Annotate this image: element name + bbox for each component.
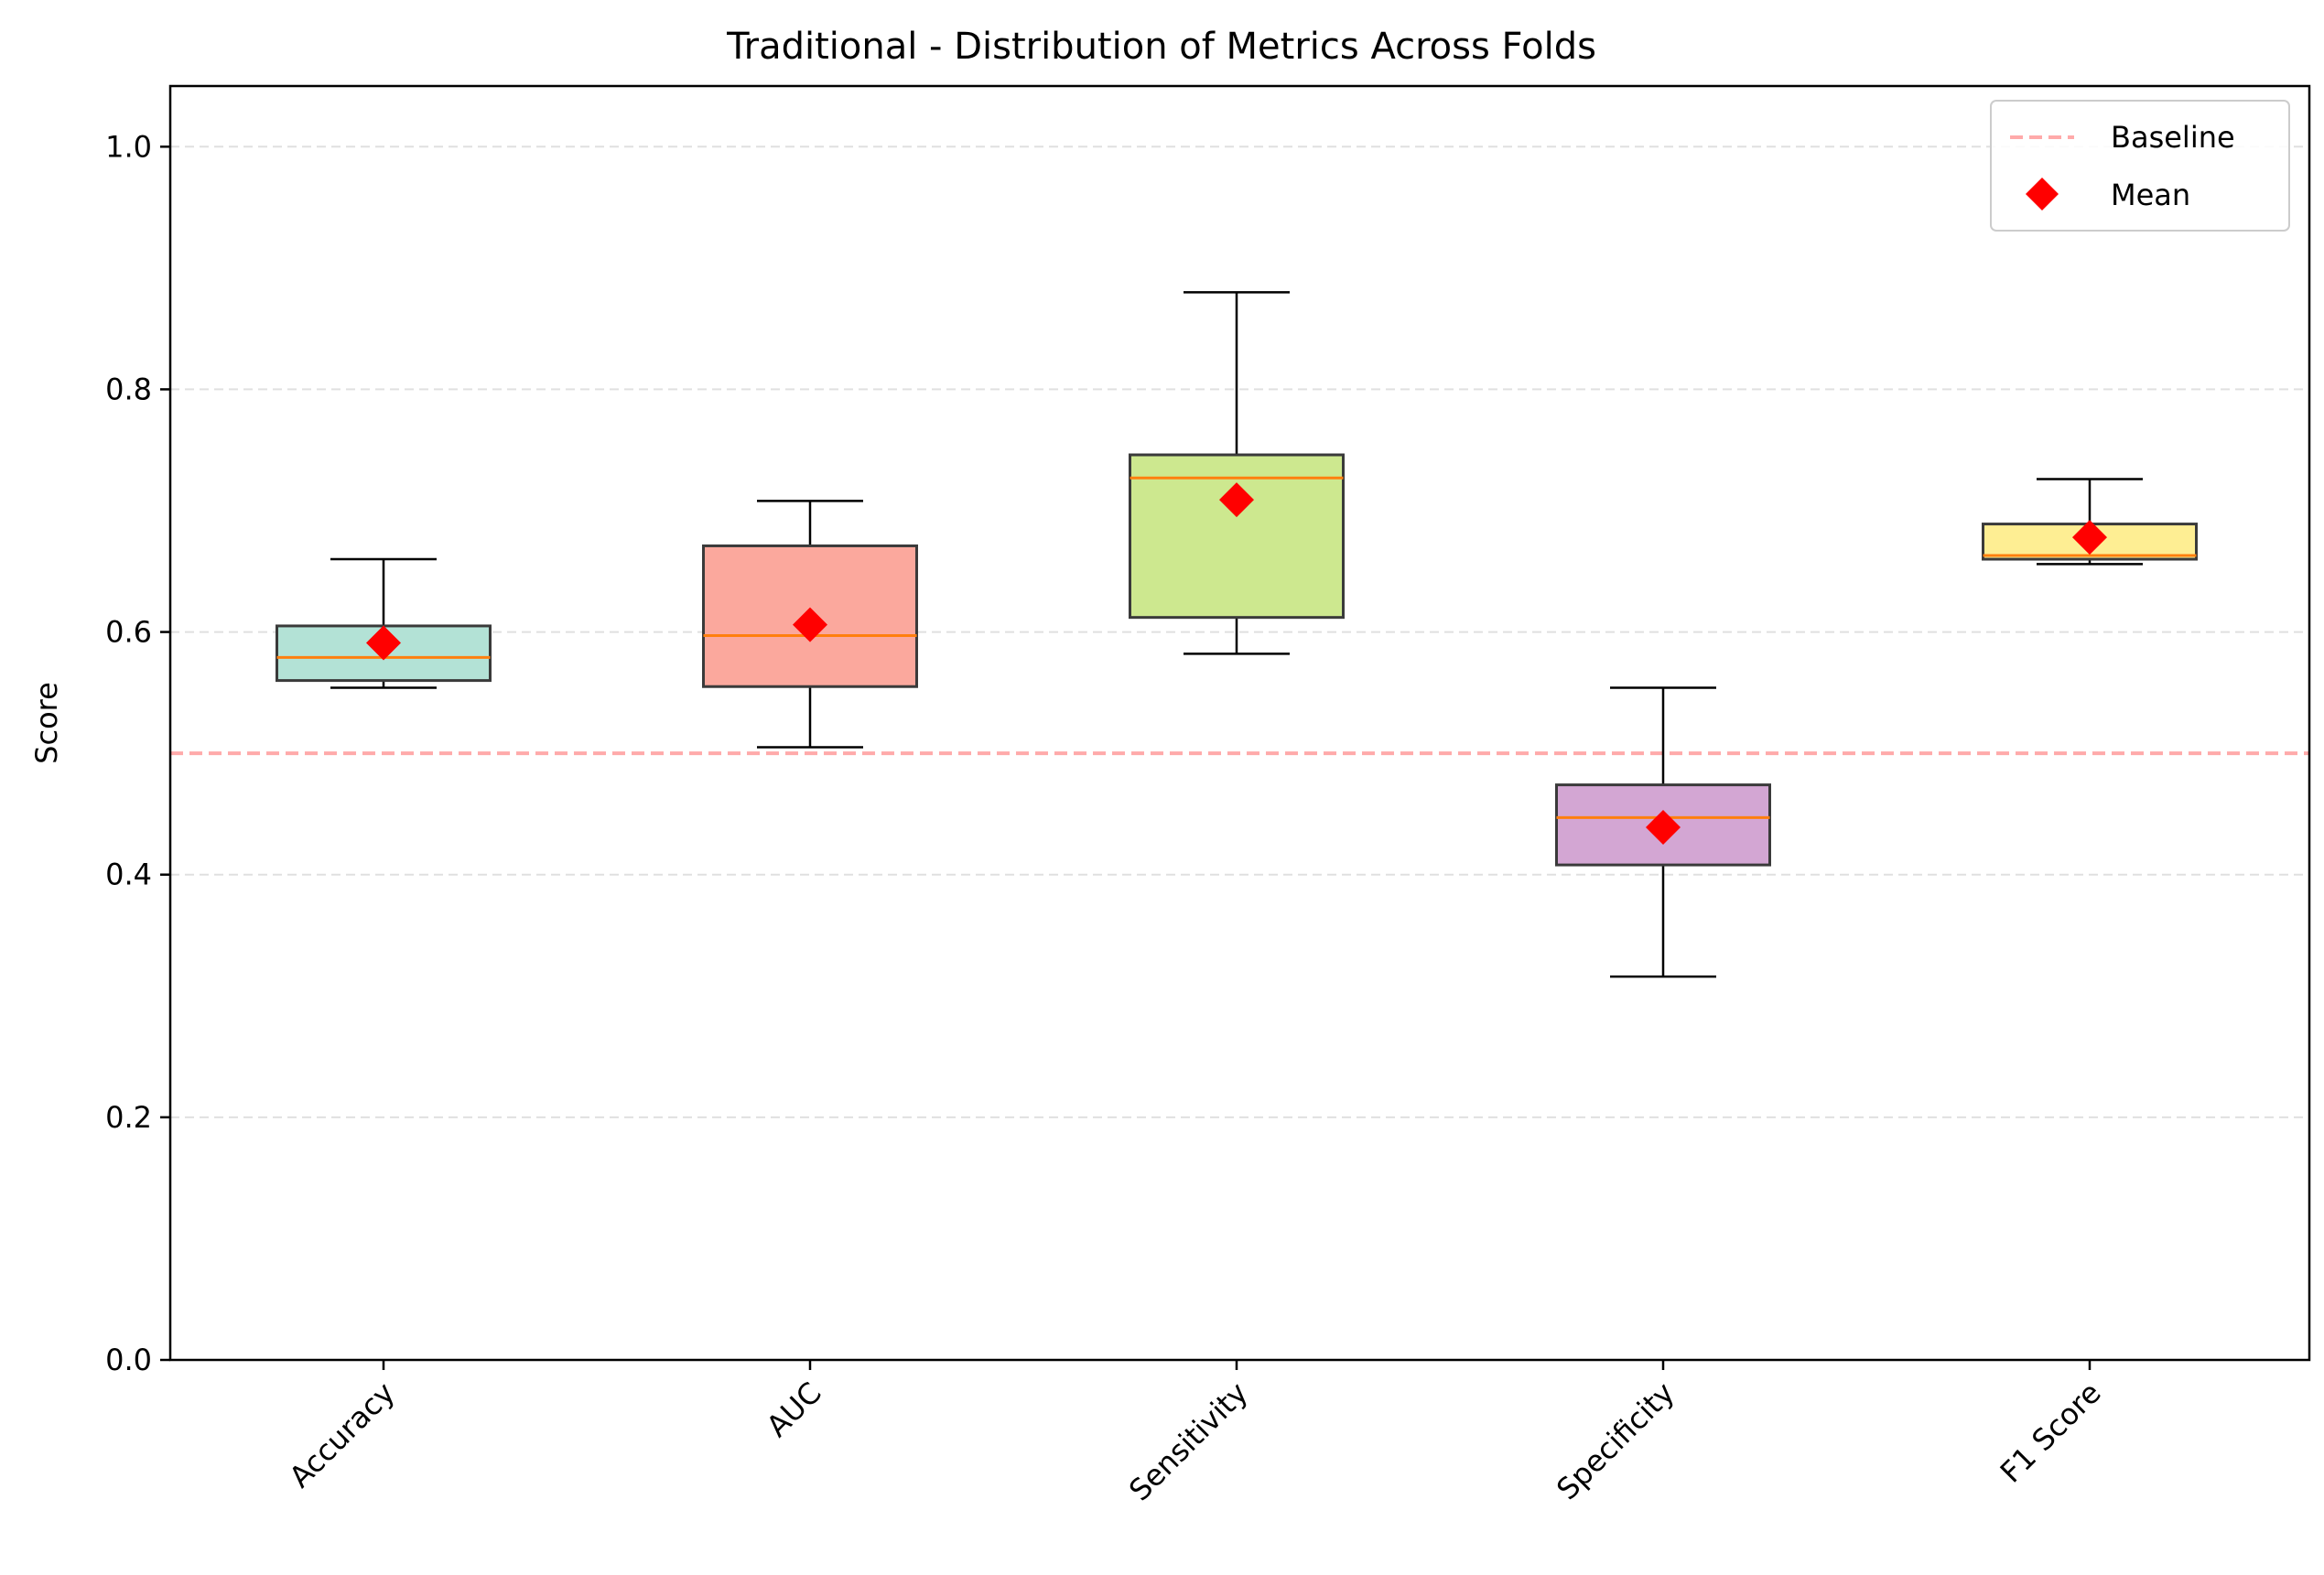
y-axis: 0.0 0.2 0.4 0.6 0.8 1.0 [105,129,170,1377]
legend-frame [1990,100,2290,232]
plot-frame [168,84,2311,1362]
y-tick-label: 0.4 [105,858,152,892]
mean-marker [793,607,827,642]
y-tick-label: 0.6 [105,615,152,650]
box-body [1555,783,1771,867]
box-f1-score [1982,478,2198,566]
box-specificity [1555,686,1771,978]
legend-mean-swatch [2026,178,2059,210]
y-tick-label: 0.8 [105,372,152,406]
y-tick-label: 1.0 [105,129,152,164]
box-group [276,291,2198,978]
y-axis-label: Score [29,682,64,764]
chart-title: Traditional - Distribution of Metrics Ac… [726,26,1596,68]
mean-marker [1219,482,1254,518]
legend-baseline-label: Baseline [2111,120,2235,155]
mean-marker [1646,810,1681,846]
mean-marker [2072,520,2107,556]
box-accuracy [276,557,492,689]
legend-mean-label: Mean [2111,178,2190,212]
box-sensitivity [1129,291,1345,655]
mean-marker [366,625,401,661]
box-body [1129,453,1345,620]
box-auc [702,500,918,749]
y-tick-label: 0.2 [105,1100,152,1135]
y-tick-label: 0.0 [105,1343,152,1377]
legend: Baseline Mean [1990,100,2290,232]
grid-lines [170,146,2309,1118]
